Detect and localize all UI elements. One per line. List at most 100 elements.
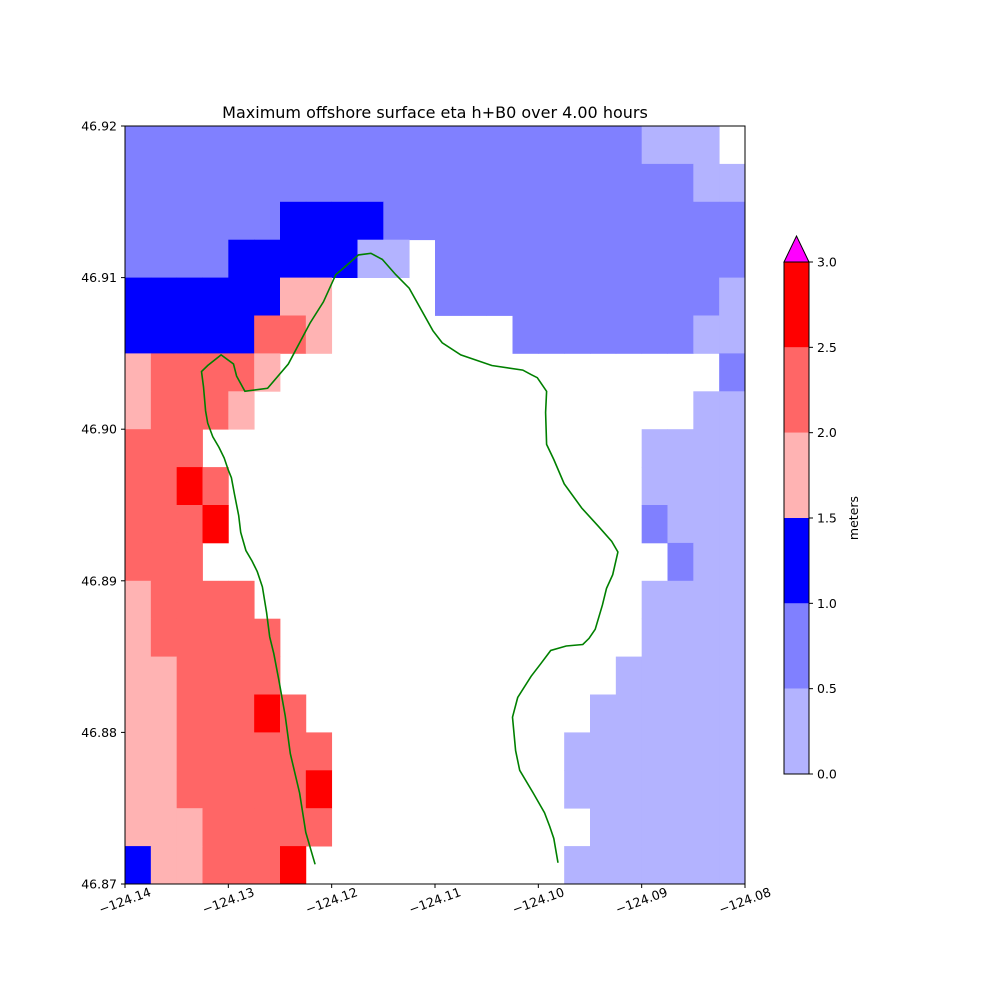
colorbar-swatch xyxy=(784,688,809,774)
heatmap-cell xyxy=(667,656,694,695)
x-tick-label: −124.11 xyxy=(407,884,463,917)
heatmap-cell xyxy=(641,732,668,771)
heatmap-cell xyxy=(693,239,720,278)
heatmap-cell xyxy=(202,770,229,809)
heatmap-cell xyxy=(641,277,668,316)
heatmap-cell xyxy=(150,201,178,241)
heatmap-cell xyxy=(305,163,333,203)
heatmap-cell xyxy=(615,163,643,203)
heatmap-cell xyxy=(564,732,591,771)
heatmap-cell xyxy=(254,277,281,316)
heatmap-cell xyxy=(693,542,720,582)
heatmap-cell xyxy=(125,732,152,771)
heatmap-cell xyxy=(254,694,281,733)
heatmap-cell xyxy=(719,353,746,392)
heatmap-cell xyxy=(176,732,203,771)
heatmap-cell xyxy=(719,618,746,657)
heatmap-cell xyxy=(512,163,539,203)
heatmap-cell xyxy=(254,239,281,278)
heatmap-cell xyxy=(305,126,333,165)
heatmap-cell xyxy=(719,163,746,203)
heatmap-cell xyxy=(693,429,720,468)
coastline-line xyxy=(200,252,619,865)
heatmap-cell xyxy=(202,505,229,544)
heatmap-cell xyxy=(641,694,668,733)
colorbar-label: meters xyxy=(846,496,861,540)
heatmap-cell xyxy=(693,656,720,695)
heatmap-cell xyxy=(486,126,513,165)
heatmap-cell xyxy=(176,580,203,620)
heatmap-cell xyxy=(615,277,643,316)
heatmap-cell xyxy=(176,353,203,392)
heatmap-cell xyxy=(202,580,229,620)
heatmap-cell xyxy=(202,126,229,165)
heatmap-cell xyxy=(538,239,565,278)
heatmap-cell xyxy=(228,846,255,885)
heatmap-cell xyxy=(305,315,333,354)
heatmap-cell xyxy=(719,505,746,544)
heatmap-cell xyxy=(719,846,746,885)
heatmap-cell xyxy=(564,163,591,203)
heatmap-cell xyxy=(125,542,152,582)
heatmap-cell xyxy=(305,732,333,771)
heatmap-cell xyxy=(719,732,746,771)
heatmap-cell xyxy=(641,770,668,809)
heatmap-cell xyxy=(228,126,255,165)
heatmap-cell xyxy=(150,770,178,809)
heatmap-cell xyxy=(150,618,178,657)
heatmap-cell xyxy=(254,315,281,354)
heatmap-cell xyxy=(538,315,565,354)
heatmap-cell xyxy=(693,277,720,316)
heatmap-cell xyxy=(512,201,539,241)
heatmap-cell xyxy=(383,201,410,241)
heatmap-cell xyxy=(176,542,203,582)
heatmap-cell xyxy=(202,618,229,657)
heatmap-cell xyxy=(693,163,720,203)
heatmap-cell xyxy=(228,618,255,657)
heatmap-cell xyxy=(202,732,229,771)
heatmap-cell xyxy=(176,429,203,468)
heatmap-cell xyxy=(667,201,694,241)
heatmap-cell xyxy=(150,391,178,430)
heatmap-cell xyxy=(719,542,746,582)
heatmap-cell xyxy=(150,732,178,771)
colorbar-tick-label: 2.5 xyxy=(817,340,837,355)
heatmap-cell xyxy=(667,694,694,733)
heatmap-cell xyxy=(150,656,178,695)
heatmap-cell xyxy=(435,126,462,165)
colorbar-tick-label: 0.0 xyxy=(817,767,837,782)
heatmap-cell xyxy=(150,126,178,165)
heatmap-cell xyxy=(615,808,643,847)
heatmap-cell xyxy=(176,163,203,203)
colorbar-swatch xyxy=(784,518,809,604)
heatmap-cell xyxy=(667,277,694,316)
heatmap-cell xyxy=(228,239,255,278)
heatmap-cell xyxy=(615,770,643,809)
heatmap-cell xyxy=(512,126,539,165)
heatmap-cell xyxy=(125,315,152,354)
heatmap-cell xyxy=(460,163,488,203)
heatmap-cell xyxy=(150,163,178,203)
heatmap-cell xyxy=(641,580,668,620)
heatmap-cell xyxy=(202,315,229,354)
heatmap-cell xyxy=(254,201,281,241)
heatmap-cell xyxy=(254,618,281,657)
heatmap-cell xyxy=(176,239,203,278)
heatmap-cell xyxy=(538,277,565,316)
x-tick-label: −124.08 xyxy=(717,884,773,917)
heatmap-cell xyxy=(202,808,229,847)
heatmap-cell xyxy=(719,770,746,809)
heatmap-cell xyxy=(150,580,178,620)
heatmap-cell xyxy=(228,770,255,809)
heatmap-cell xyxy=(693,467,720,506)
heatmap-cell xyxy=(435,201,462,241)
heatmap-cell xyxy=(202,467,229,506)
heatmap-cell xyxy=(641,126,668,165)
heatmap-cell xyxy=(280,277,307,316)
heatmap-cell xyxy=(202,846,229,885)
heatmap-cell xyxy=(176,846,203,885)
heatmap-cell xyxy=(254,732,281,771)
heatmap-cell xyxy=(280,315,307,354)
heatmap-cell xyxy=(667,315,694,354)
